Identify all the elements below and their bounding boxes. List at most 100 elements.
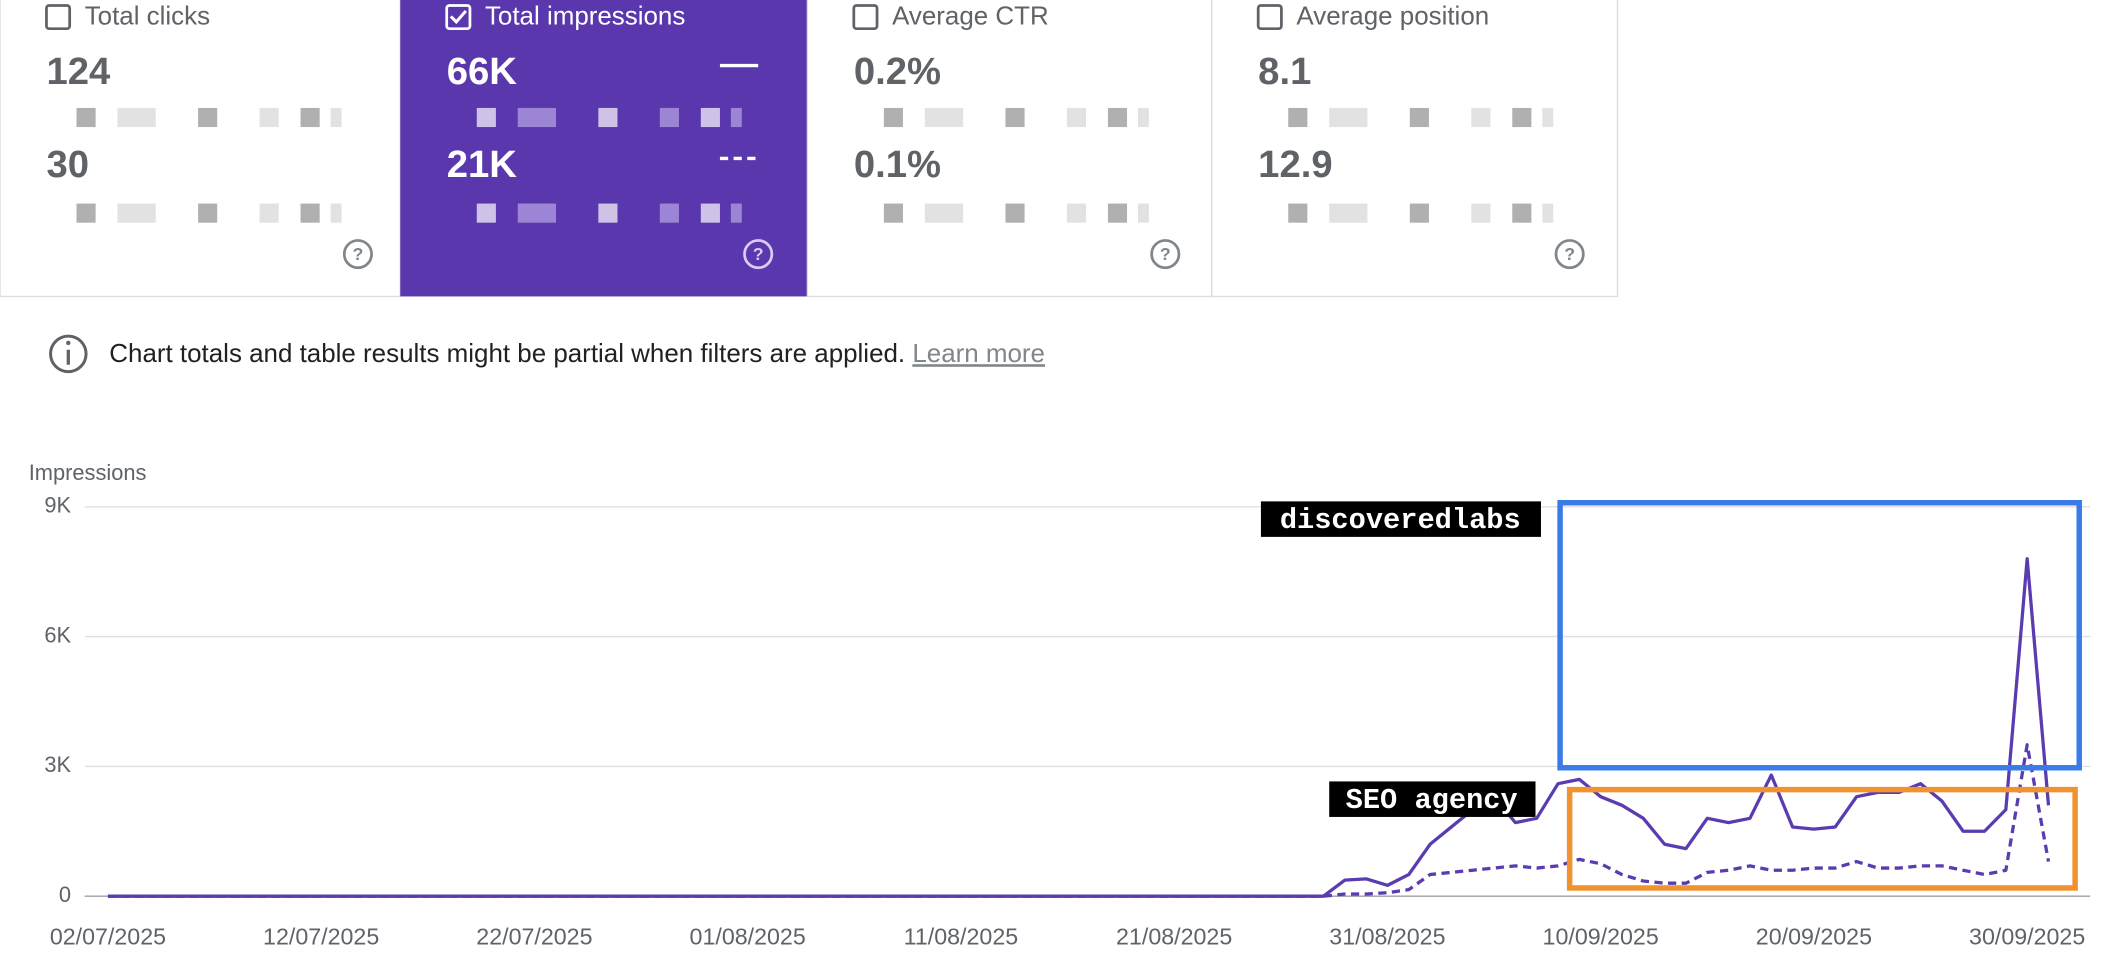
card-title: Average CTR [892,3,1049,31]
redacted-text [517,203,557,223]
checkbox[interactable] [852,4,879,31]
redacted-text [300,107,320,128]
redacted-text [117,203,156,223]
redacted-text [1471,203,1491,223]
y-tick-label: 9K [44,493,71,518]
card-value: 124 [46,50,111,93]
checkbox[interactable] [1256,4,1283,31]
x-tick-label: 12/07/2025 [263,924,379,950]
checkmark [449,9,467,25]
redacted-text [1066,107,1087,128]
info-icon [49,334,88,374]
annotation-label-bg [1329,781,1536,817]
redacted-text [198,107,218,128]
redacted-text [476,107,496,128]
annotation-box [1557,500,2082,771]
metric-card[interactable]: Average position 8.1 12.9? [1211,0,1619,298]
redacted-text [1512,203,1532,223]
help-icon: ? [1160,244,1171,264]
redacted-text [598,203,618,223]
x-tick-label: 11/08/2025 [904,924,1018,950]
redacted-text [259,203,279,223]
metric-cards: Total clicks 124 30? Total impressions 66K 21… [0,0,1619,298]
redacted-text [730,203,742,223]
notice: Chart totals and table results might be … [49,334,1045,374]
redacted-text [117,107,156,128]
help-icon[interactable] [743,239,774,270]
redacted-text [1005,203,1025,223]
redacted-text [300,203,320,223]
card-compare-value: 12.9 [1258,143,1332,186]
card-value: 8.1 [1258,50,1311,93]
redacted-text [476,203,496,223]
metric-card[interactable]: Average CTR 0.2% 0.1%? [806,0,1213,298]
card-compare-value: 21K [447,143,518,186]
redacted-text [1137,107,1149,128]
card-title: Total impressions [485,3,685,31]
redacted-text [330,203,342,223]
redacted-text [659,203,679,223]
x-tick-label: 21/08/2025 [1116,924,1232,950]
info-icon [66,340,71,346]
redacted-text [659,107,679,128]
help-icon[interactable] [1554,239,1585,270]
help-icon: ? [753,244,764,264]
card-title: Total clicks [85,3,210,31]
card-compare-value: 0.1% [854,143,941,186]
card-background [400,0,808,297]
redacted-text [517,107,557,128]
card-compare-value: 30 [46,143,89,186]
help-icon[interactable] [1150,239,1181,270]
redacted-text [1471,107,1491,128]
redacted-text [1288,107,1308,128]
metric-card[interactable]: Total impressions 66K 21K? [400,0,808,297]
help-icon: ? [1564,244,1575,264]
redacted-text [1288,203,1308,223]
redacted-text [1066,203,1087,223]
checkbox[interactable] [45,4,72,31]
x-tick-label: 02/07/2025 [50,924,166,950]
annotation-label-bg [1260,501,1541,537]
redacted-text [924,107,964,128]
redacted-text [259,107,279,128]
x-tick-label: 30/09/2025 [1969,924,2085,950]
x-tick-label: 20/09/2025 [1756,924,1872,950]
card-background [0,0,401,298]
redacted-text [730,107,742,128]
redacted-text [76,203,96,223]
redacted-text [1005,107,1025,128]
redacted-text [198,203,218,223]
redacted-text [1107,203,1128,223]
redacted-text [330,107,342,128]
annotation-label: SEO agency [1346,784,1518,817]
series-line [107,743,2051,898]
card-value: 0.2% [854,50,941,93]
redacted-text [1329,107,1368,128]
redacted-text [1512,107,1532,128]
redacted-text [76,107,96,128]
card-value: 66K [447,50,518,93]
notice-message: Chart totals and table results might be … [109,340,905,368]
card-title: Average position [1296,3,1489,31]
y-tick-label: 6K [44,622,71,647]
notice-text: Chart totals and table results might be … [109,340,1045,368]
x-tick-label: 01/08/2025 [690,924,806,950]
redacted-text [598,107,618,128]
redacted-text [1409,107,1429,128]
redacted-text [1329,203,1368,223]
help-icon: ? [352,244,363,264]
checkbox[interactable] [445,4,472,31]
chart: 0 3K 6K 9K 02/07/2025 12/07/2025 22/07/2025 01/… [44,493,2091,950]
learn-more-link[interactable]: Learn more [912,340,1045,368]
x-tick-label: 31/08/2025 [1329,924,1445,950]
card-background [806,0,1213,298]
redacted-text [1542,107,1554,128]
y-tick-label: 0 [59,882,71,907]
redacted-text [924,203,964,223]
help-icon[interactable] [342,239,373,270]
redacted-text [1409,203,1429,223]
card-background [1211,0,1619,298]
y-tick-label: 3K [44,752,71,777]
metric-card[interactable]: Total clicks 124 30? [0,0,401,298]
y-axis-title: Impressions [29,460,147,485]
